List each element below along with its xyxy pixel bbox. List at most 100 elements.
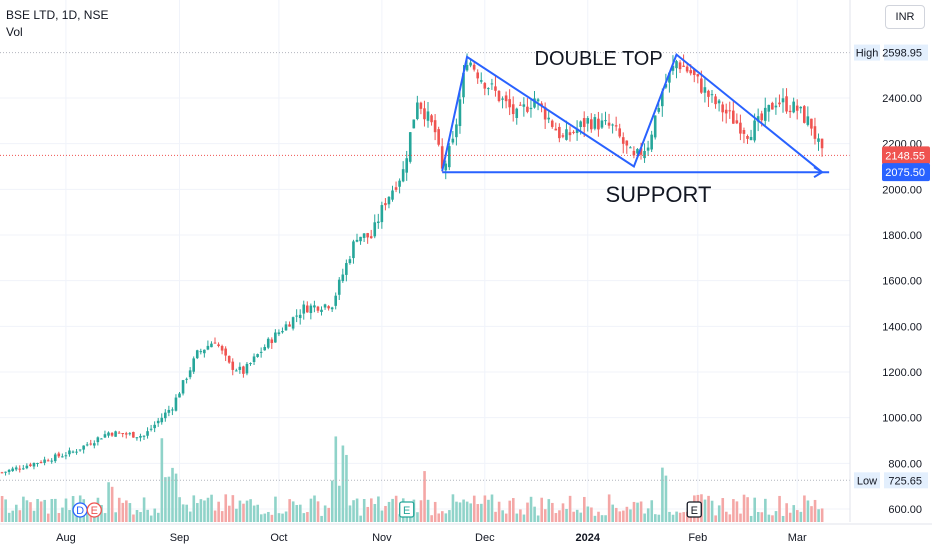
- volume-bar: [575, 509, 579, 522]
- candle-body: [448, 146, 451, 168]
- candle-body: [703, 87, 707, 93]
- candle-body: [472, 64, 476, 70]
- volume-bar: [419, 500, 423, 522]
- candle-body: [217, 344, 220, 346]
- candle-body: [778, 102, 781, 105]
- volume-bar: [295, 505, 299, 522]
- candle-body: [206, 345, 210, 350]
- candle-body: [600, 120, 604, 128]
- volume-bar: [551, 502, 554, 522]
- volume-bar: [749, 515, 753, 522]
- candle-body: [373, 222, 377, 237]
- candle-body: [281, 331, 284, 333]
- volume-bar: [203, 500, 206, 522]
- volume-bar: [444, 513, 448, 522]
- volume-bar: [515, 513, 519, 522]
- candle-body: [458, 99, 462, 127]
- candle-body: [259, 351, 263, 353]
- candle-body: [22, 468, 25, 470]
- currency-button[interactable]: INR: [885, 5, 925, 29]
- volume-bar: [558, 510, 561, 522]
- volume-bar: [441, 511, 444, 522]
- volume-bar: [579, 512, 583, 522]
- y-tick-label: 600.00: [888, 504, 922, 516]
- candle-body: [728, 110, 732, 112]
- candle-body: [359, 236, 362, 242]
- volume-bar: [717, 505, 721, 522]
- volume-bar: [164, 477, 167, 522]
- candle-body: [533, 98, 536, 108]
- volume-bar: [746, 497, 749, 522]
- volume-bar: [228, 505, 231, 522]
- candle-body: [4, 471, 7, 473]
- volume-bar: [384, 505, 387, 522]
- y-tick-label: 800.00: [888, 458, 922, 470]
- candle-body: [561, 135, 565, 137]
- volume-bar: [75, 511, 78, 522]
- volume-bar: [352, 500, 355, 522]
- volume-bar: [185, 504, 188, 522]
- candle-body: [604, 120, 607, 122]
- candle-body: [408, 132, 412, 162]
- volume-bar: [157, 512, 160, 522]
- candle-body: [558, 126, 561, 139]
- marker-e-label: E: [691, 505, 698, 517]
- volume-bar: [639, 501, 643, 522]
- volume-bar: [739, 513, 742, 522]
- volume-bar: [362, 499, 366, 522]
- volume-bar: [607, 494, 611, 522]
- candle-body: [820, 138, 824, 149]
- volume-bar: [611, 504, 614, 522]
- candle-body: [632, 150, 636, 156]
- volume-bar: [597, 511, 600, 522]
- volume-bar: [646, 508, 650, 522]
- candle-body: [103, 434, 107, 438]
- volume-bar: [430, 515, 433, 522]
- volume-bar: [728, 514, 732, 522]
- candle-body: [423, 108, 426, 120]
- volume-bar: [487, 499, 490, 522]
- volume-bar: [366, 506, 370, 522]
- candle-body: [242, 366, 245, 374]
- candle-body: [430, 115, 433, 123]
- candle-body: [607, 122, 611, 126]
- candle-body: [302, 304, 306, 314]
- volume-bar: [309, 498, 313, 522]
- candle-body: [142, 435, 146, 437]
- candle-body: [536, 99, 540, 102]
- volume-bar: [760, 512, 764, 522]
- candle-body: [597, 118, 600, 130]
- volume-bar: [792, 505, 796, 522]
- volume-bar: [480, 503, 483, 522]
- y-tick-label: 2000.00: [882, 184, 922, 196]
- y-tick-label: 1800.00: [882, 230, 922, 242]
- candle-body: [100, 438, 103, 440]
- candle-body: [7, 469, 11, 472]
- volume-bar: [25, 500, 29, 522]
- candle-body: [174, 397, 178, 411]
- candle-body: [806, 116, 810, 125]
- volume-bar: [359, 515, 362, 522]
- candle-body: [401, 169, 405, 182]
- candle-body: [149, 428, 153, 430]
- volume-bar: [263, 513, 267, 522]
- volume-bar: [132, 514, 135, 522]
- volume-bar: [632, 501, 636, 522]
- candle-body: [416, 102, 419, 120]
- x-tick-label: Feb: [688, 532, 707, 544]
- volume-bar: [504, 513, 508, 522]
- candle-body: [756, 116, 760, 122]
- candle-body: [78, 449, 82, 451]
- volume-bar: [643, 513, 646, 522]
- volume-bar: [462, 499, 465, 522]
- double-top-trendline: [441, 52, 823, 173]
- candle-body: [178, 393, 181, 398]
- volume-bar: [682, 512, 685, 522]
- candle-body: [330, 307, 334, 310]
- candle-body: [252, 356, 256, 363]
- volume-bar: [334, 436, 338, 522]
- volume-bar: [252, 505, 256, 522]
- volume-bar: [472, 495, 476, 522]
